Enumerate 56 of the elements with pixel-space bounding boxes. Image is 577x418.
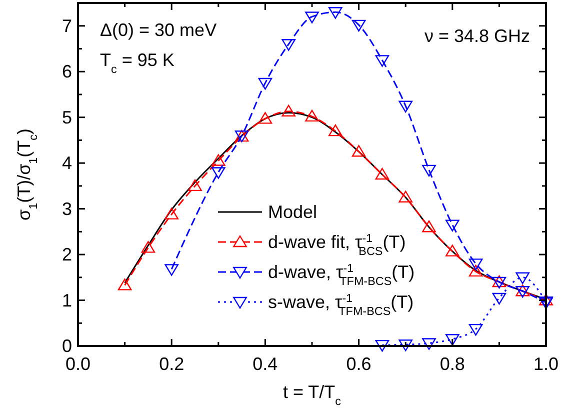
x-tick-label: 0.8 (440, 354, 465, 374)
y-tick-label: 3 (62, 198, 72, 219)
y-tick-label: 4 (62, 153, 72, 174)
legend-label: s-wave, τ$^{-1}$$_{TFM-BCS}$(T) (268, 292, 414, 318)
point (516, 272, 530, 284)
point (375, 55, 390, 67)
x-tick-label: 0.6 (346, 354, 372, 374)
point (164, 208, 178, 220)
point (468, 264, 483, 277)
x-tick-label: 0.0 (65, 354, 91, 374)
point (328, 7, 342, 19)
point (164, 264, 178, 276)
point (352, 145, 366, 157)
y-tick-label: 2 (62, 244, 72, 265)
point (375, 340, 390, 352)
point (446, 334, 460, 346)
annotation: T$_{c}$ = 95 K (100, 50, 174, 76)
y-tick-label: 0 (62, 336, 72, 356)
point (422, 338, 436, 350)
point (305, 12, 319, 24)
point (398, 190, 412, 202)
y-tick-label: 1 (62, 290, 72, 310)
point (422, 220, 436, 232)
annotation: ν = 34.8 GHz (424, 26, 530, 46)
point (375, 168, 390, 180)
y-tick-label: 5 (62, 107, 72, 128)
point (422, 164, 436, 177)
x-tick-label: 1.0 (533, 354, 559, 374)
point (398, 340, 412, 352)
point (328, 124, 342, 136)
point (212, 154, 226, 166)
point (398, 100, 412, 112)
point (468, 258, 483, 270)
point (282, 39, 296, 51)
legend-label: d-wave fit, τ$^{-1}$$_{BCS}$(T) (268, 232, 406, 258)
y-tick-label: 7 (62, 16, 72, 36)
x-tick-label: 0.2 (159, 354, 184, 374)
point (282, 104, 296, 116)
point (118, 278, 132, 290)
point (468, 324, 483, 336)
legend-label: Model (268, 202, 318, 222)
x-axis-title: t = T/T$_{c}$ (282, 382, 342, 408)
point (446, 220, 460, 232)
point (258, 112, 272, 124)
annotation: Δ(0) = 30 meV (100, 20, 217, 40)
y-tick-label: 6 (62, 62, 72, 82)
point (492, 292, 506, 305)
point (352, 20, 366, 32)
point (188, 179, 202, 192)
legend-label: d-wave, τ$^{-1}$$_{TFM-BCS}$(T) (268, 262, 415, 288)
point (305, 110, 319, 122)
point (141, 241, 156, 253)
point (446, 244, 460, 256)
x-tick-label: 0.4 (252, 354, 278, 374)
point (212, 167, 226, 179)
point (258, 78, 272, 90)
